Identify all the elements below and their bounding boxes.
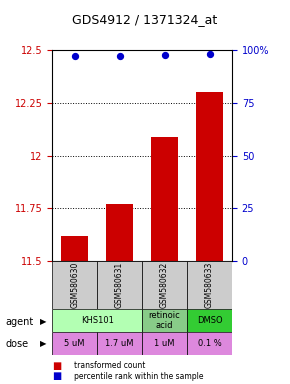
- Text: transformed count: transformed count: [74, 361, 145, 370]
- Bar: [52, 261, 97, 309]
- Text: 5 uM: 5 uM: [64, 339, 85, 348]
- Text: KHS101: KHS101: [81, 316, 114, 325]
- Text: dose: dose: [6, 339, 29, 349]
- Point: [117, 53, 122, 60]
- Text: DMSO: DMSO: [197, 316, 222, 325]
- Bar: [142, 309, 187, 332]
- Text: ■: ■: [52, 371, 61, 381]
- Text: GSM580630: GSM580630: [70, 262, 79, 308]
- Text: ■: ■: [52, 361, 61, 371]
- Bar: [196, 92, 223, 261]
- Bar: [187, 332, 232, 355]
- Point: [72, 53, 77, 60]
- Bar: [97, 332, 142, 355]
- Text: GDS4912 / 1371324_at: GDS4912 / 1371324_at: [72, 13, 218, 26]
- Text: GSM580633: GSM580633: [205, 262, 214, 308]
- Text: agent: agent: [6, 317, 34, 327]
- Bar: [187, 261, 232, 309]
- Text: ▶: ▶: [40, 339, 46, 348]
- Text: percentile rank within the sample: percentile rank within the sample: [74, 372, 204, 381]
- Text: ▶: ▶: [40, 317, 46, 326]
- Bar: [151, 136, 178, 261]
- Point: [162, 52, 167, 58]
- Text: GSM580631: GSM580631: [115, 262, 124, 308]
- Point: [207, 51, 212, 57]
- Bar: [52, 309, 142, 332]
- Bar: [52, 332, 97, 355]
- Bar: [187, 309, 232, 332]
- Text: 1.7 uM: 1.7 uM: [105, 339, 134, 348]
- Bar: [142, 332, 187, 355]
- Text: GSM580632: GSM580632: [160, 262, 169, 308]
- Bar: [97, 261, 142, 309]
- Bar: [61, 236, 88, 261]
- Text: retinoic
acid: retinoic acid: [149, 311, 180, 330]
- Bar: [142, 261, 187, 309]
- Bar: [106, 204, 133, 261]
- Text: 0.1 %: 0.1 %: [198, 339, 221, 348]
- Text: 1 uM: 1 uM: [154, 339, 175, 348]
